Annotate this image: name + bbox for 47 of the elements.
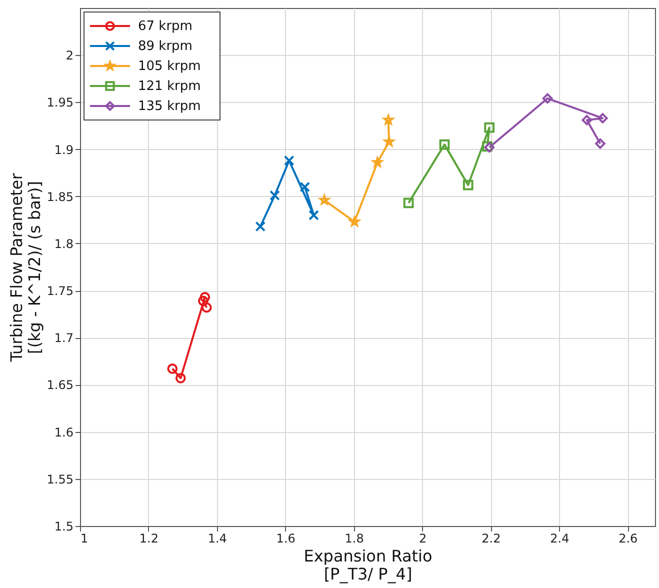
x-tick-label: 2.6 [618,532,638,546]
y-tick-label: 2 [66,48,74,63]
x-axis-title: Expansion Ratio [P_T3/ P_4] [304,546,432,584]
point [284,155,294,166]
point [462,180,474,190]
x-tick-label: 2 [418,532,427,546]
point [542,93,553,104]
point [597,113,608,124]
point [403,198,414,208]
point [595,138,606,149]
point [482,141,492,152]
x-tick-label: 1.8 [344,532,364,546]
y-tick-label: 1.8 [54,236,74,251]
point [200,292,210,302]
x-tick-label: 1.4 [208,532,227,546]
legend-label: 121 krpm [138,79,201,94]
point [484,142,495,153]
point [308,210,319,220]
x-tick-label: 1.6 [276,532,296,546]
y-tick-label: 1.65 [46,378,74,392]
x-tick-label: 2.2 [482,532,501,546]
y-axis-title: Turbine Flow Parameter [(kg - K^1/2)/ (s bar)] [6,172,44,363]
point [439,139,450,150]
y-tick-label: 1.95 [46,96,74,110]
point [198,296,208,306]
y-tick-label: 1.9 [54,142,74,157]
point [255,221,266,232]
legend-label: 105 krpm [138,59,201,74]
point [582,114,592,126]
point [484,122,495,133]
y-tick-label: 1.6 [54,425,74,440]
point [300,182,310,192]
legend-label: 135 krpm [138,99,201,114]
point [270,190,280,201]
y-tick-label: 1.55 [46,472,74,486]
legend-label: 89 krpm [138,39,192,54]
point [175,372,186,384]
x-tick-label: 1.2 [139,532,158,546]
y-tick-label: 1.5 [54,520,74,534]
point [201,302,212,313]
x-tick-label: 1 [80,532,88,546]
y-tick-label: 1.7 [54,331,74,346]
point [167,364,178,374]
x-tick-label: 2.4 [550,532,570,546]
legend-label: 67 krpm [138,19,192,34]
y-tick-label: 1.85 [46,190,74,204]
y-tick-label: 1.75 [46,284,74,298]
